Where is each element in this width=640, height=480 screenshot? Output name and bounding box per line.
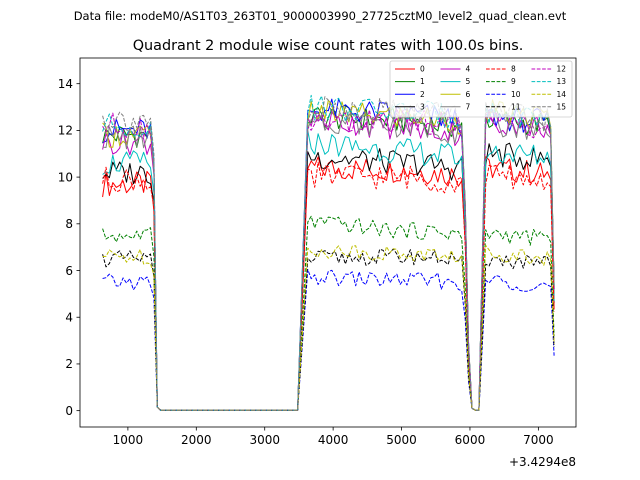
chart-title: Quadrant 2 module wise count rates with … (133, 38, 524, 54)
legend-label-9: 9 (511, 77, 516, 86)
legend-label-2: 2 (420, 90, 425, 99)
series-8-line (102, 161, 555, 411)
series-13-line (102, 94, 555, 411)
legend-label-4: 4 (466, 65, 471, 74)
data-file-label: Data file: modeM0/AS1T03_263T01_90000039… (74, 9, 567, 23)
x-axis: 1000 2000 3000 4000 5000 6000 7000 (113, 427, 554, 447)
legend-label-10: 10 (511, 90, 521, 99)
series-11-line (102, 248, 555, 411)
x-offset-label: +3.4294e8 (509, 455, 576, 469)
y-tick-label: 14 (58, 77, 73, 91)
y-tick-label: 0 (65, 404, 73, 418)
legend-label-5: 5 (466, 77, 471, 86)
x-tick-label: 5000 (386, 433, 417, 447)
legend-box (389, 60, 573, 118)
series-10-line (102, 269, 555, 411)
y-tick-label: 6 (65, 264, 73, 278)
x-tick-label: 4000 (318, 433, 349, 447)
series-7-line (102, 111, 555, 411)
legend-label-8: 8 (511, 65, 516, 74)
plot-area (102, 94, 555, 411)
y-axis: 0 2 4 6 8 10 12 14 (58, 77, 80, 418)
legend-label-14: 14 (557, 90, 567, 99)
legend-label-6: 6 (466, 90, 471, 99)
legend-label-7: 7 (466, 102, 471, 111)
y-tick-label: 12 (58, 124, 73, 138)
legend-label-3: 3 (420, 102, 425, 111)
x-tick-label: 6000 (455, 433, 486, 447)
series-4-line (102, 110, 555, 411)
series-5-line (102, 130, 555, 411)
y-tick-label: 2 (65, 357, 73, 371)
series-6-line (102, 99, 555, 411)
series-12-line (102, 107, 555, 411)
y-tick-label: 10 (58, 170, 73, 184)
x-tick-label: 1000 (113, 433, 144, 447)
x-tick-label: 7000 (523, 433, 554, 447)
axes-frame (79, 57, 577, 428)
x-tick-label: 2000 (181, 433, 212, 447)
x-tick-label: 3000 (249, 433, 280, 447)
series-3-line (102, 142, 555, 411)
legend-label-13: 13 (557, 77, 567, 86)
series-9-line (102, 215, 555, 411)
series-14-line (102, 244, 555, 411)
legend-label-1: 1 (420, 77, 425, 86)
series-2-line (102, 98, 555, 411)
legend-label-11: 11 (511, 102, 521, 111)
y-tick-label: 8 (65, 217, 73, 231)
legend-label-0: 0 (420, 65, 425, 74)
y-tick-label: 4 (65, 311, 73, 325)
series-0-line (102, 156, 555, 411)
legend-label-12: 12 (557, 65, 567, 74)
legend-label-15: 15 (557, 102, 567, 111)
